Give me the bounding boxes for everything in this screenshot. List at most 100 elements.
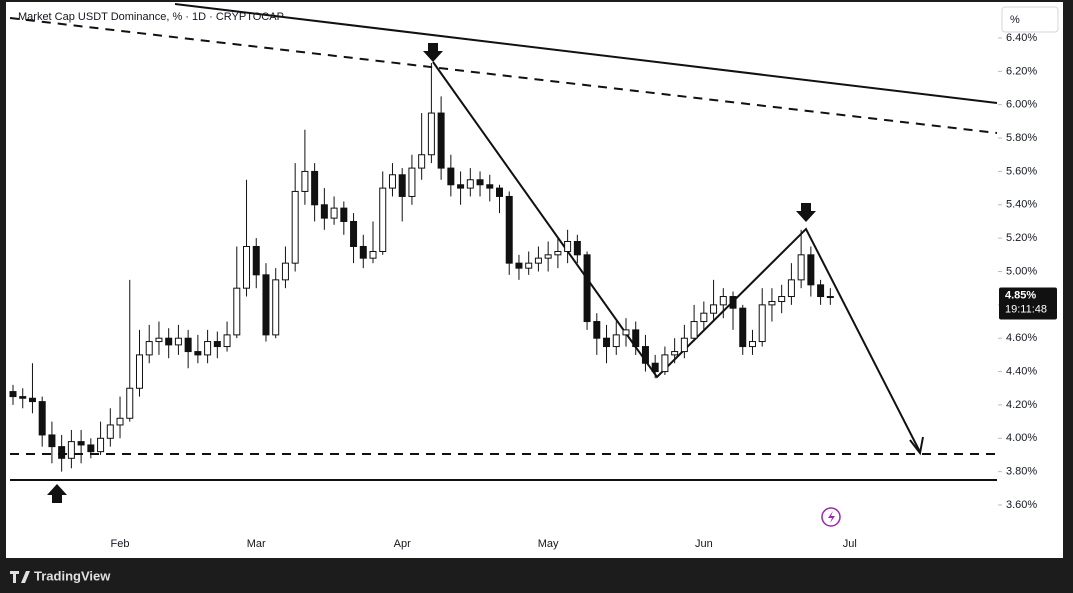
candle-body	[719, 296, 727, 306]
candle-body	[700, 312, 708, 323]
candle-body	[233, 287, 241, 336]
candle-body	[466, 179, 474, 189]
y-tick-label: 5.40%	[1006, 199, 1037, 211]
candle-body	[194, 351, 202, 356]
candle-body	[544, 254, 552, 259]
x-tick-label: Feb	[111, 538, 130, 550]
candle-body	[748, 341, 756, 348]
y-tick-label: 6.00%	[1006, 99, 1037, 111]
candle-body	[388, 174, 396, 189]
y-tick-label: 6.20%	[1006, 65, 1037, 77]
candle-body	[38, 401, 46, 436]
event-icon[interactable]	[821, 507, 841, 527]
candle-body	[106, 424, 114, 439]
x-tick-label: Mar	[247, 538, 266, 550]
candle-body	[135, 354, 143, 389]
candle-body	[787, 279, 795, 298]
y-tick-label: 5.20%	[1006, 232, 1037, 244]
candle-body	[97, 437, 105, 453]
candle-body	[739, 307, 747, 348]
candle-body	[418, 154, 426, 169]
y-tick-label: 5.80%	[1006, 132, 1037, 144]
candle-body	[554, 250, 562, 256]
candle-body	[476, 179, 484, 186]
candle-body	[534, 257, 542, 264]
candle-body	[379, 187, 387, 252]
x-tick-label: Jul	[843, 538, 857, 550]
candle-body	[486, 184, 494, 189]
y-tick-label: 4.00%	[1006, 432, 1037, 444]
candles	[9, 63, 834, 472]
candle-body	[398, 174, 406, 197]
y-tick-label: 4.60%	[1006, 332, 1037, 344]
x-tick-label: Jun	[695, 538, 713, 550]
candle-body	[252, 245, 260, 276]
candle-body	[223, 334, 231, 348]
candle-body	[359, 245, 367, 259]
candle-body	[826, 296, 834, 299]
x-tick-label: Apr	[394, 538, 411, 550]
x-tick-label: May	[538, 538, 559, 550]
candle-body	[564, 240, 572, 252]
candle-body	[145, 341, 153, 356]
candle-body	[817, 284, 825, 298]
candle-body	[447, 167, 455, 186]
arrow-icon	[423, 43, 443, 62]
brand: TradingView	[34, 568, 111, 583]
candle-body	[457, 184, 465, 189]
footer	[0, 559, 1073, 593]
y-tick-label: 4.40%	[1006, 365, 1037, 377]
candle-body	[710, 304, 718, 314]
candle-body	[320, 204, 328, 219]
candle-body	[291, 190, 299, 264]
chart-title: Market Cap USDT Dominance, % · 1D · CRYP…	[18, 11, 284, 23]
candle-body	[797, 254, 805, 281]
candle-body	[350, 220, 358, 247]
y-tick-label: 3.60%	[1006, 499, 1037, 511]
arrow-head	[909, 436, 924, 456]
candle-body	[496, 187, 503, 197]
candle-body	[427, 112, 435, 156]
candle-body	[632, 329, 640, 348]
candle-body	[525, 262, 533, 269]
candle-body	[690, 321, 698, 339]
candle-body	[281, 262, 289, 281]
y-tick-label: 3.80%	[1006, 466, 1037, 478]
candle-body	[311, 170, 319, 206]
brand-logo	[10, 571, 30, 583]
y-tick-label: 4.20%	[1006, 399, 1037, 411]
candle-body	[505, 195, 513, 264]
candle-body	[48, 434, 56, 448]
candle-body	[28, 397, 36, 403]
y-tick-label: 5.00%	[1006, 265, 1037, 277]
y-tick-label: 6.40%	[1006, 32, 1037, 44]
unit-button[interactable]	[1001, 6, 1059, 33]
candle-body	[758, 304, 766, 343]
candle-body	[680, 337, 688, 353]
unit-label[interactable]: %	[1010, 14, 1020, 26]
candle-body	[330, 207, 338, 219]
last-price-label: 4.85%	[1005, 289, 1036, 301]
candle-body	[262, 274, 270, 336]
candle-body	[213, 341, 221, 348]
candle-body	[408, 167, 416, 197]
trendline	[174, 3, 998, 104]
candle-body	[661, 354, 669, 373]
candle-body	[583, 254, 591, 323]
candle-body	[671, 351, 679, 356]
candle-body	[593, 321, 601, 339]
candle-body	[729, 296, 737, 309]
candle-body	[126, 387, 134, 419]
candle-body	[58, 446, 66, 459]
candle-body	[87, 444, 95, 453]
candle-body	[77, 441, 85, 446]
trendline-dashed	[9, 17, 998, 134]
countdown: 19:11:48	[1005, 303, 1047, 315]
candle-body	[204, 341, 212, 356]
candle-body	[301, 170, 309, 192]
candle-body	[165, 337, 173, 346]
candle-body	[612, 334, 620, 348]
candle-body	[155, 337, 163, 343]
